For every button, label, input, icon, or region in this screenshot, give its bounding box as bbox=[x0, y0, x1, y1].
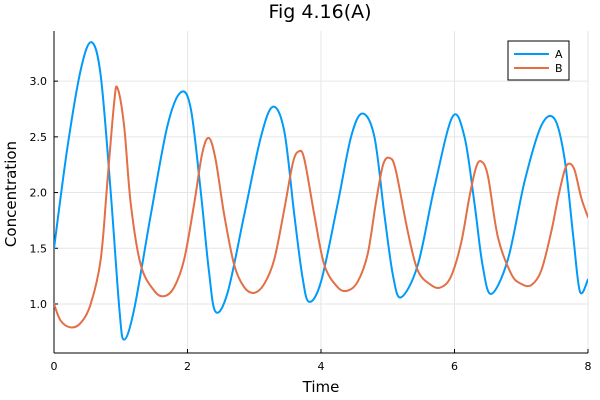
legend-label-b: B bbox=[555, 62, 563, 75]
legend-box bbox=[507, 40, 570, 81]
series-line-a bbox=[54, 41, 588, 341]
x-tick-label: 0 bbox=[51, 360, 58, 373]
grid-layer bbox=[53, 31, 589, 353]
x-tick-label: 2 bbox=[184, 360, 191, 373]
x-tick-label: 6 bbox=[451, 360, 458, 373]
y-tick-label: 1.5 bbox=[30, 242, 48, 255]
x-tick-label: 4 bbox=[318, 360, 325, 373]
y-axis-label: Concentration bbox=[2, 141, 20, 247]
series-layer bbox=[54, 41, 588, 341]
y-tick-label: 2.0 bbox=[30, 187, 48, 200]
tick-layer: 0 2 4 6 8 1.0 1.5 2.0 2.5 3.0 bbox=[30, 75, 592, 373]
x-tick-label: 8 bbox=[585, 360, 592, 373]
legend-label-a: A bbox=[555, 48, 563, 61]
legend: A B bbox=[507, 40, 570, 81]
y-tick-label: 3.0 bbox=[30, 75, 48, 88]
x-axis-label: Time bbox=[302, 378, 340, 396]
chart-title: Fig 4.16(A) bbox=[268, 1, 371, 23]
series-line-b bbox=[54, 85, 588, 329]
y-tick-label: 1.0 bbox=[30, 298, 48, 311]
y-tick-label: 2.5 bbox=[30, 131, 48, 144]
